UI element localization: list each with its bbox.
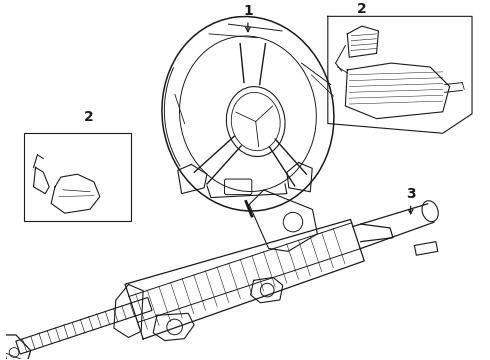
Text: 2: 2 [357,2,367,16]
Bar [24,133,131,221]
Text: 3: 3 [406,188,416,202]
Text: 2: 2 [84,109,94,123]
Text: 1: 1 [243,4,253,18]
